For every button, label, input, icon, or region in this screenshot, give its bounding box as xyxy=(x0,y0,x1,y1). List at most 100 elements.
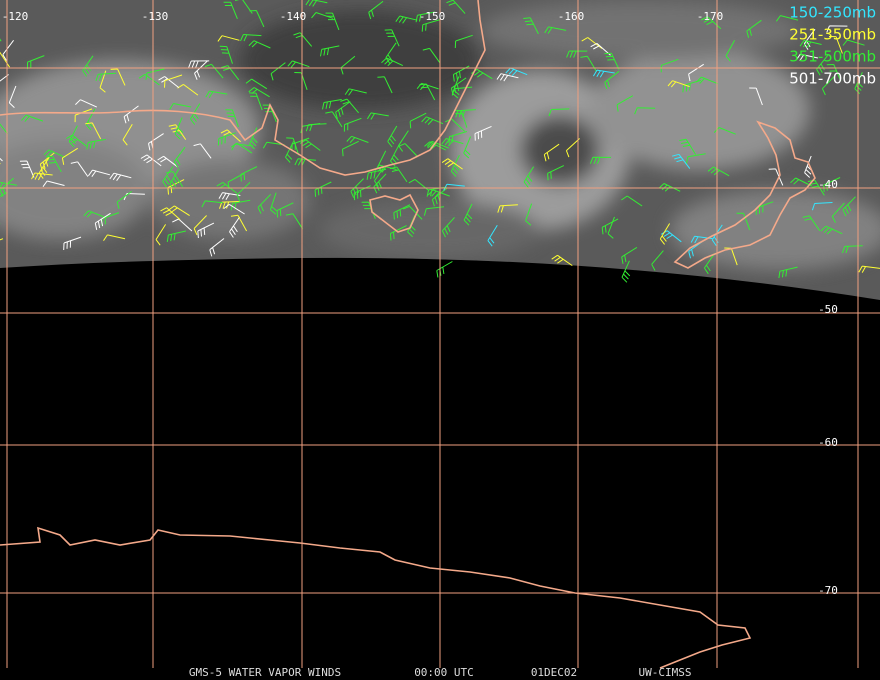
wind-barb xyxy=(209,238,225,257)
wind-barb xyxy=(340,98,359,114)
wind-barb xyxy=(707,166,730,177)
wind-barb xyxy=(755,201,774,215)
wind-barb xyxy=(634,107,656,115)
wind-barb xyxy=(218,192,241,201)
wind-barb xyxy=(441,217,455,238)
wind-barb xyxy=(826,25,848,33)
wind-barb xyxy=(651,250,664,271)
wind-barb xyxy=(422,47,441,64)
wind-barb xyxy=(240,166,258,182)
wind-barb xyxy=(83,210,106,218)
wind-barb xyxy=(409,112,427,129)
longitude-label: -150 xyxy=(419,10,446,23)
wind-barb xyxy=(842,39,865,46)
wind-barb xyxy=(174,117,184,140)
wind-barb xyxy=(436,261,453,278)
wind-barb xyxy=(408,178,430,191)
wind-barb xyxy=(85,122,102,140)
latitude-label: -70 xyxy=(818,584,838,597)
longitude-label: -130 xyxy=(142,10,169,23)
wind-barb xyxy=(398,143,418,157)
wind-barb xyxy=(305,0,328,7)
wind-barb xyxy=(377,76,393,94)
wind-barb xyxy=(230,214,248,232)
wind-barb xyxy=(168,205,190,217)
longitude-label: -170 xyxy=(697,10,724,23)
wind-barb xyxy=(592,69,615,78)
wind-barb xyxy=(441,158,463,170)
wind-barb xyxy=(828,36,843,54)
wind-barb xyxy=(660,58,679,73)
wind-barb xyxy=(168,124,187,140)
legend-entry: 351-500mb xyxy=(789,48,876,66)
wind-barb xyxy=(42,180,65,187)
wind-barb xyxy=(0,123,9,135)
wind-barb xyxy=(86,138,106,150)
legend-entry: 150-250mb xyxy=(789,4,876,22)
wind-barb xyxy=(217,35,240,42)
wind-barb xyxy=(245,78,268,90)
wind-barb xyxy=(45,155,62,173)
wind-barb xyxy=(454,34,473,49)
wind-barb xyxy=(350,178,364,198)
wind-barb xyxy=(474,125,492,141)
wind-barb xyxy=(225,109,239,128)
wind-barb xyxy=(749,87,763,106)
wind-barb xyxy=(217,132,236,146)
grid-labels: -120 -130 -140 -150 -160 -170 -40 -50 -60 -70 xyxy=(2,10,838,597)
wind-barb xyxy=(169,168,180,191)
wind-barb xyxy=(219,201,240,209)
wind-barb xyxy=(366,112,389,120)
wind-barb xyxy=(580,55,598,72)
wind-barb xyxy=(543,143,560,162)
wind-barb xyxy=(325,111,343,128)
wind-barb xyxy=(66,134,87,147)
wind-barb xyxy=(223,1,238,19)
wind-barb xyxy=(248,87,270,98)
wind-barb xyxy=(110,68,126,86)
wind-barb xyxy=(416,82,439,91)
wind-barb xyxy=(38,157,50,179)
wind-barb xyxy=(346,135,369,144)
wind-barb xyxy=(116,190,133,209)
wind-barb xyxy=(85,108,96,131)
wind-barb xyxy=(335,101,351,120)
wind-barb xyxy=(686,153,706,164)
wind-barb xyxy=(667,80,690,88)
wind-barb xyxy=(795,53,819,61)
wind-barb xyxy=(831,202,845,223)
wind-barbs xyxy=(0,0,880,283)
wind-barb xyxy=(0,181,18,189)
wind-barb xyxy=(393,204,411,220)
wind-barb xyxy=(858,265,880,273)
wind-barb xyxy=(21,114,44,122)
legend-entry: 501-700mb xyxy=(789,70,876,88)
wind-barb xyxy=(525,203,533,226)
wind-barb xyxy=(421,116,444,125)
wind-barb xyxy=(565,138,580,158)
wind-barb xyxy=(854,72,863,95)
wind-barb xyxy=(74,108,93,123)
wind-barb xyxy=(123,193,145,201)
longitude-label: -160 xyxy=(558,10,585,23)
wind-barb xyxy=(746,19,762,38)
wind-barb xyxy=(374,165,386,187)
wind-barb xyxy=(463,136,471,159)
footer-text: UW-CIMSS xyxy=(639,666,692,679)
wind-barb xyxy=(162,166,174,188)
wind-barb xyxy=(581,37,603,49)
wind-barb xyxy=(344,88,367,96)
wind-barb xyxy=(172,218,193,232)
wind-barb xyxy=(138,73,160,86)
wind-barb xyxy=(95,72,117,82)
wind-barb xyxy=(621,260,631,283)
wind-barb xyxy=(443,183,465,191)
wind-barb xyxy=(314,181,332,197)
wind-barb xyxy=(325,12,340,31)
wind-barb xyxy=(343,117,362,132)
wind-barb xyxy=(826,64,842,82)
wind-barb xyxy=(548,108,570,117)
wind-barb xyxy=(415,11,436,23)
